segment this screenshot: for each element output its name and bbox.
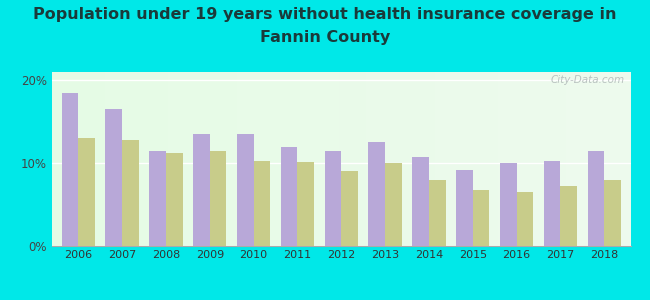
- Bar: [369, 142, 385, 246]
- Bar: [62, 93, 78, 246]
- Text: Population under 19 years without health insurance coverage in: Population under 19 years without health…: [33, 8, 617, 22]
- Bar: [166, 153, 183, 246]
- Bar: [281, 147, 298, 246]
- Bar: [604, 180, 621, 246]
- Bar: [412, 157, 429, 246]
- Bar: [210, 151, 226, 246]
- Bar: [473, 190, 489, 246]
- Bar: [543, 161, 560, 246]
- Bar: [237, 134, 254, 246]
- Bar: [298, 162, 314, 246]
- Bar: [341, 171, 358, 246]
- Bar: [78, 138, 95, 246]
- Text: Fannin County: Fannin County: [260, 30, 390, 45]
- Bar: [193, 134, 210, 246]
- Bar: [254, 161, 270, 246]
- Bar: [385, 163, 402, 246]
- Bar: [429, 180, 445, 246]
- Bar: [150, 151, 166, 246]
- Bar: [122, 140, 139, 246]
- Text: City-Data.com: City-Data.com: [551, 76, 625, 85]
- Bar: [588, 151, 604, 246]
- Bar: [105, 109, 122, 246]
- Bar: [560, 186, 577, 246]
- Bar: [324, 151, 341, 246]
- Bar: [500, 163, 517, 246]
- Bar: [517, 192, 533, 246]
- Bar: [456, 170, 473, 246]
